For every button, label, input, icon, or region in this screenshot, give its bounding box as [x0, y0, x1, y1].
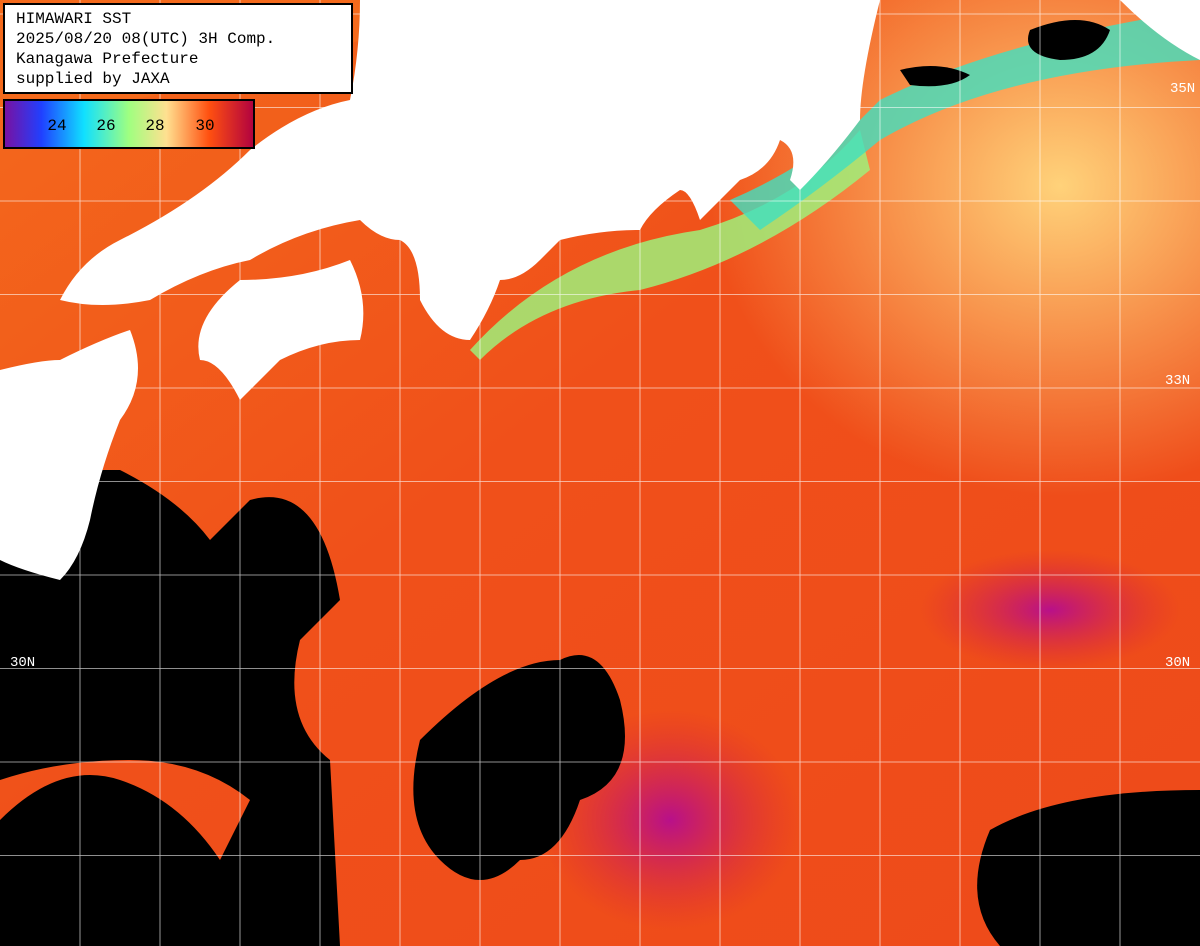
lon-label: 136E — [483, 11, 499, 45]
land — [0, 0, 1200, 580]
colorbar-label: 26 — [96, 117, 115, 135]
info-box-frame — [3, 3, 353, 94]
info-box: HIMAWARI SST 2025/08/20 08(UTC) 3H Comp.… — [3, 3, 353, 94]
header-line: supplied by JAXA — [16, 70, 170, 88]
grid-labels: 35N 33N 33N 30N 30N 136E — [10, 11, 1195, 671]
colorbar-label: 30 — [195, 117, 214, 135]
header-line: HIMAWARI SST — [16, 10, 131, 28]
clouds — [0, 20, 1200, 946]
colorbar: 24 26 28 30 — [3, 99, 255, 149]
colorbar-label: 28 — [145, 117, 164, 135]
lat-label: 33N — [1165, 373, 1190, 389]
header-line: Kanagawa Prefecture — [16, 50, 198, 68]
lat-label: 30N — [10, 655, 35, 671]
header-line: 2025/08/20 08(UTC) 3H Comp. — [16, 30, 275, 48]
lat-label: 35N — [1170, 81, 1195, 97]
lat-label: 30N — [1165, 655, 1190, 671]
lat-label: 33N — [10, 373, 35, 389]
colorbar-label: 24 — [47, 117, 66, 135]
colorbar-ramp — [3, 99, 255, 149]
